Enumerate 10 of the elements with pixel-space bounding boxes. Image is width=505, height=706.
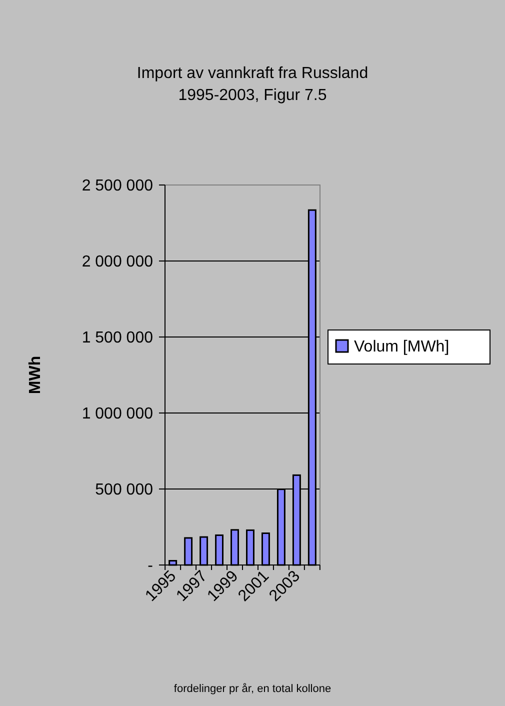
y-tick-label: 2 500 000 [82, 178, 154, 195]
y-tick-label: 2 000 000 [82, 254, 154, 271]
y-tick-label: 1 500 000 [82, 330, 154, 347]
legend-label: Volum [MWh] [354, 338, 450, 356]
y-axis-title: MWh [27, 356, 44, 394]
text: fordelinger pr år, en total kollone [174, 683, 332, 695]
y-tick-label: 500 000 [95, 482, 154, 499]
y-tick-label: - [148, 558, 153, 575]
chart-title: Import av vannkraft fra Russland 1995-2003, Figur 7.5 [136, 65, 368, 104]
y-tick-label: 1 000 000 [82, 406, 154, 423]
